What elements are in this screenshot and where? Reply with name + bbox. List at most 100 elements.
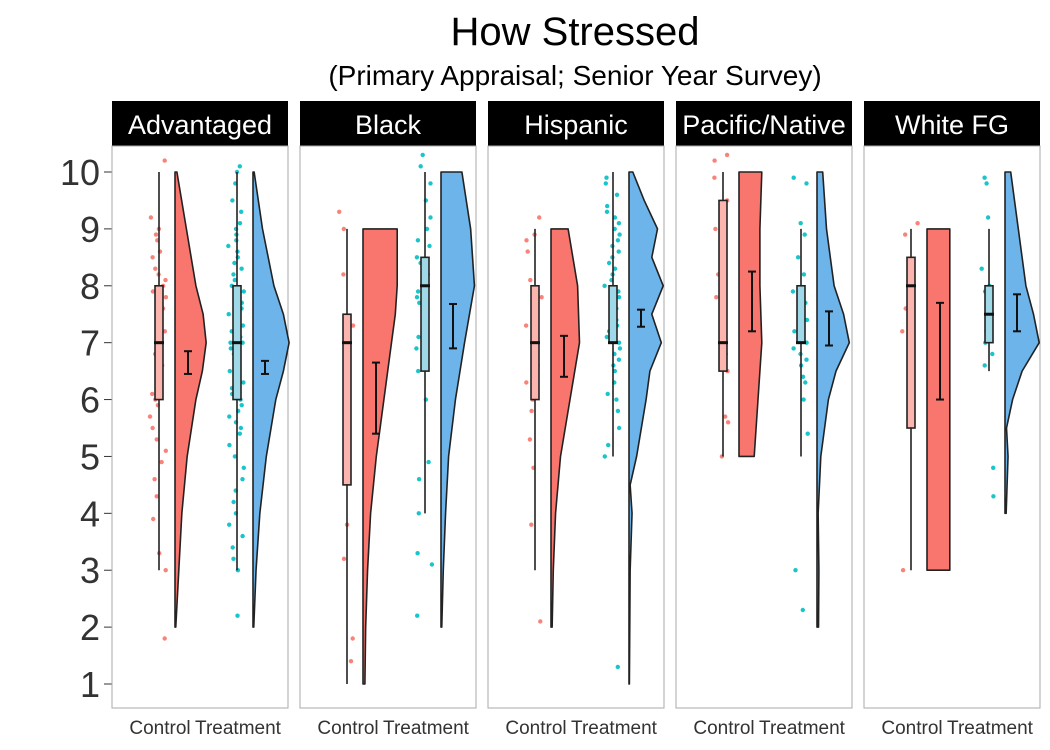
control-data-point [713, 226, 718, 232]
control-data-point [341, 272, 346, 277]
treatment-data-point [227, 368, 232, 374]
treatment-data-point [985, 215, 991, 220]
x-tick-label: Control [693, 718, 754, 739]
facet-strip-label: White FG [895, 110, 1009, 140]
treatment-data-point [798, 221, 803, 226]
control-data-point [350, 323, 356, 328]
treatment-data-point [227, 442, 232, 448]
y-axis: 1 2 3 4 5 6 7 8 9 10 [60, 152, 112, 705]
x-tick-label: Treatment [383, 718, 470, 739]
facet-strip [112, 101, 288, 146]
treatment-data-point [429, 562, 435, 567]
chart-title: How Stressed [451, 10, 700, 54]
treatment-data-point [614, 397, 619, 402]
control-data-point [348, 659, 354, 664]
control-data-point [154, 494, 159, 499]
treatment-data-point [235, 613, 240, 618]
control-data-point [712, 175, 717, 180]
treatment-data-point [615, 664, 620, 670]
y-tick-label: 10 [60, 152, 100, 193]
control-data-point [538, 619, 543, 624]
control-box [906, 256, 916, 429]
y-tick-label: 7 [80, 323, 100, 364]
control-data-point [159, 459, 164, 465]
control-data-point [150, 425, 155, 431]
control-data-point [148, 215, 154, 220]
facet-panel: Pacific/Native Control Treatment [675, 101, 853, 739]
treatment-data-point [428, 181, 433, 186]
treatment-data-point [232, 277, 237, 283]
treatment-data-point [424, 226, 430, 232]
y-tick-label: 2 [80, 607, 100, 648]
treatment-data-point [416, 368, 421, 374]
facet-strip-label: Hispanic [524, 110, 628, 140]
treatment-data-point [231, 272, 236, 277]
control-data-point [162, 158, 167, 163]
treatment-data-point [604, 209, 610, 214]
panel-border [299, 145, 477, 709]
treatment-data-point [984, 181, 989, 186]
treatment-data-point [791, 346, 796, 351]
control-box [342, 313, 352, 486]
treatment-data-point [239, 209, 244, 214]
treatment-data-point [231, 556, 236, 561]
panel-border [675, 145, 853, 709]
control-density-cloud [550, 228, 581, 628]
control-data-point [523, 323, 529, 328]
control-data-point [539, 295, 544, 300]
control-data-point [900, 329, 905, 334]
treatment-data-point [415, 289, 421, 294]
control-data-point [712, 158, 717, 163]
treatment-data-point [605, 391, 610, 397]
treatment-data-point [616, 221, 622, 226]
control-data-point [341, 226, 346, 232]
x-tick-label: Treatment [571, 718, 658, 739]
treatment-data-point [616, 249, 621, 254]
treatment-data-point [226, 243, 231, 249]
treatment-data-point [232, 260, 237, 266]
treatment-data-point [617, 232, 622, 237]
treatment-data-point [602, 454, 607, 459]
control-data-point [903, 232, 908, 237]
treatment-data-point [605, 203, 610, 209]
treatment-data-point [241, 289, 246, 294]
facet-strip [864, 101, 1040, 146]
treatment-data-point [414, 295, 420, 300]
control-data-point [529, 522, 534, 527]
treatment-data-point [615, 408, 621, 414]
x-tick-label: Control [505, 718, 566, 739]
treatment-data-point [616, 295, 622, 300]
y-tick-label: 9 [80, 209, 100, 250]
control-data-point [150, 255, 155, 260]
treatment-data-point [240, 533, 245, 539]
x-tick-label: Treatment [195, 718, 282, 739]
treatment-data-point [982, 175, 987, 180]
treatment-data-point [241, 465, 246, 470]
treatment-data-point [801, 397, 806, 402]
facet-panel: Hispanic Control Treatment [487, 101, 665, 739]
control-data-point [900, 568, 906, 573]
chart-subtitle: (Primary Appraisal; Senior Year Survey) [328, 60, 821, 91]
treatment-box [608, 284, 618, 344]
treatment-density-cloud [816, 171, 851, 628]
control-data-point [154, 437, 159, 442]
y-tick-label: 3 [80, 550, 100, 591]
treatment-data-point [805, 431, 810, 436]
treatment-data-point [804, 317, 810, 323]
control-box [718, 199, 728, 372]
treatment-box [420, 256, 430, 372]
treatment-data-point [604, 334, 609, 340]
treatment-data-point [415, 551, 420, 556]
treatment-data-point [420, 152, 425, 158]
control-data-point [724, 152, 730, 158]
control-data-point [524, 380, 529, 385]
treatment-density-cloud [1004, 171, 1040, 515]
control-data-point [337, 209, 342, 214]
treatment-data-point [226, 312, 231, 317]
control-data-point [524, 238, 529, 243]
facet-strip-label: Black [355, 110, 422, 140]
control-data-point [152, 477, 157, 482]
treatment-data-point [416, 334, 421, 340]
treatment-data-point [415, 238, 421, 243]
